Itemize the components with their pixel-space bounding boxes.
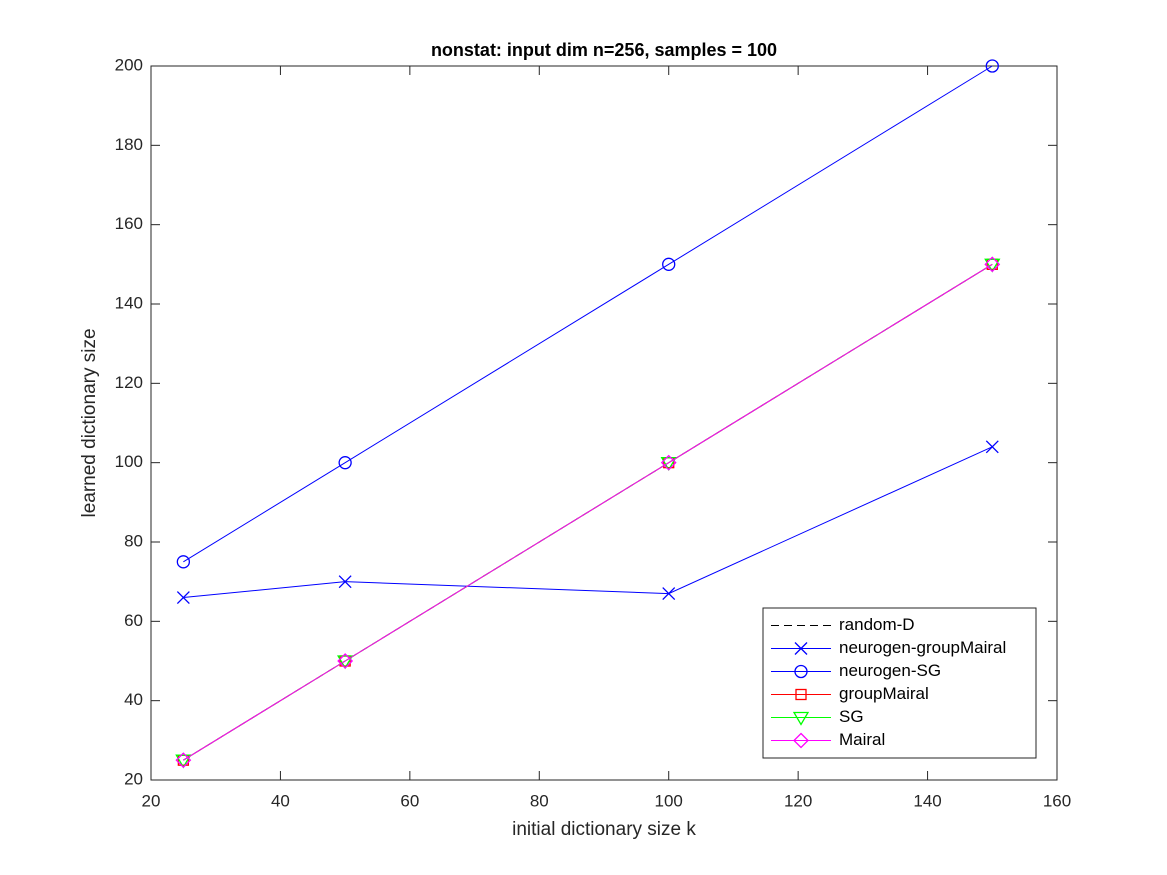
y-tick-label: 180 (115, 135, 143, 154)
marker (660, 454, 677, 471)
series-line (183, 65, 993, 563)
legend-label: groupMairal (839, 684, 929, 703)
x-tick-label: 60 (400, 791, 419, 810)
y-tick-label: 120 (115, 373, 143, 392)
marker (984, 258, 1001, 273)
marker (985, 59, 999, 73)
x-tick-label: 20 (142, 791, 161, 810)
legend-label: random-D (839, 615, 915, 634)
y-tick-label: 20 (124, 769, 143, 788)
marker (337, 653, 354, 669)
y-axis-label: learned dictionary size (79, 328, 100, 517)
marker (176, 555, 191, 569)
y-tick-label: 140 (115, 293, 143, 312)
series-line (183, 263, 993, 761)
marker (793, 732, 809, 749)
y-tick-label: 100 (115, 452, 143, 471)
y-tick-label: 40 (124, 690, 143, 709)
marker (337, 655, 354, 670)
marker (984, 256, 1001, 273)
legend-box (762, 607, 1037, 759)
marker (795, 688, 807, 701)
x-tick-label: 40 (271, 791, 290, 810)
marker (662, 257, 676, 271)
marker (176, 591, 190, 604)
marker (338, 575, 352, 589)
marker (662, 587, 676, 601)
x-tick-label: 100 (655, 791, 683, 810)
x-axis-label: initial dictionary size k (512, 819, 696, 840)
marker (985, 440, 999, 454)
plot-area (150, 65, 1058, 781)
legend-label: SG (839, 707, 864, 726)
marker (792, 711, 810, 726)
chart-title: nonstat: input dim n=256, samples = 100 (431, 40, 777, 60)
marker (794, 664, 808, 679)
marker (175, 752, 192, 769)
legend-label: Mairal (839, 730, 885, 749)
legend: random-D neurogen-groupMairal neurogen-SG g… (762, 607, 1037, 759)
x-tick-label: 140 (913, 791, 941, 810)
y-tick-label: 160 (115, 214, 143, 233)
legend-label: neurogen-groupMairal (839, 638, 1006, 657)
legend-label: neurogen-SG (839, 661, 941, 680)
y-tick-label: 80 (124, 531, 143, 550)
marker (175, 754, 192, 769)
marker (794, 642, 808, 655)
series-line (183, 446, 993, 599)
x-tick-label: 160 (1043, 791, 1071, 810)
marker (660, 457, 677, 471)
marker (338, 456, 352, 470)
y-tick-label: 200 (115, 55, 143, 74)
x-tick-label: 80 (530, 791, 549, 810)
x-tick-label: 120 (784, 791, 812, 810)
y-tick-label: 60 (124, 611, 143, 630)
